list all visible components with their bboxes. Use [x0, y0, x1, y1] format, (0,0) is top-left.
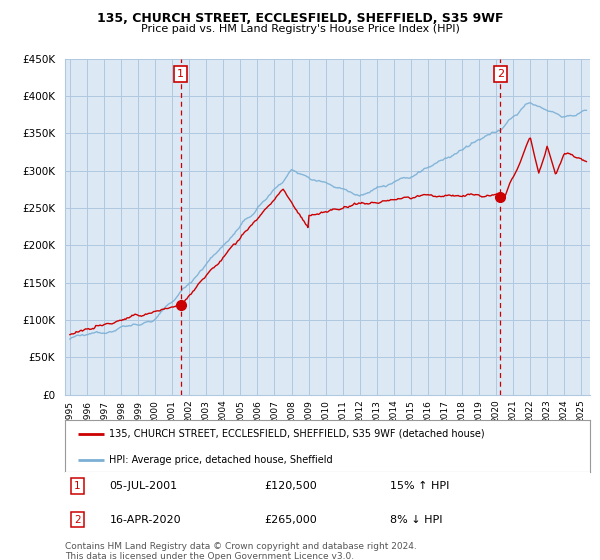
Text: 135, CHURCH STREET, ECCLESFIELD, SHEFFIELD, S35 9WF: 135, CHURCH STREET, ECCLESFIELD, SHEFFIE… [97, 12, 503, 25]
Text: £120,500: £120,500 [265, 480, 317, 491]
Text: £265,000: £265,000 [265, 515, 317, 525]
Text: 05-JUL-2001: 05-JUL-2001 [109, 480, 178, 491]
Text: Contains HM Land Registry data © Crown copyright and database right 2024.
This d: Contains HM Land Registry data © Crown c… [65, 542, 416, 560]
Text: 135, CHURCH STREET, ECCLESFIELD, SHEFFIELD, S35 9WF (detached house): 135, CHURCH STREET, ECCLESFIELD, SHEFFIE… [109, 429, 485, 439]
Text: Price paid vs. HM Land Registry's House Price Index (HPI): Price paid vs. HM Land Registry's House … [140, 24, 460, 34]
Text: 15% ↑ HPI: 15% ↑ HPI [391, 480, 449, 491]
Text: HPI: Average price, detached house, Sheffield: HPI: Average price, detached house, Shef… [109, 455, 333, 465]
Text: 2: 2 [497, 69, 504, 79]
Text: 1: 1 [74, 480, 81, 491]
Text: 1: 1 [177, 69, 184, 79]
Text: 2: 2 [74, 515, 81, 525]
Text: 8% ↓ HPI: 8% ↓ HPI [391, 515, 443, 525]
Text: 16-APR-2020: 16-APR-2020 [109, 515, 181, 525]
